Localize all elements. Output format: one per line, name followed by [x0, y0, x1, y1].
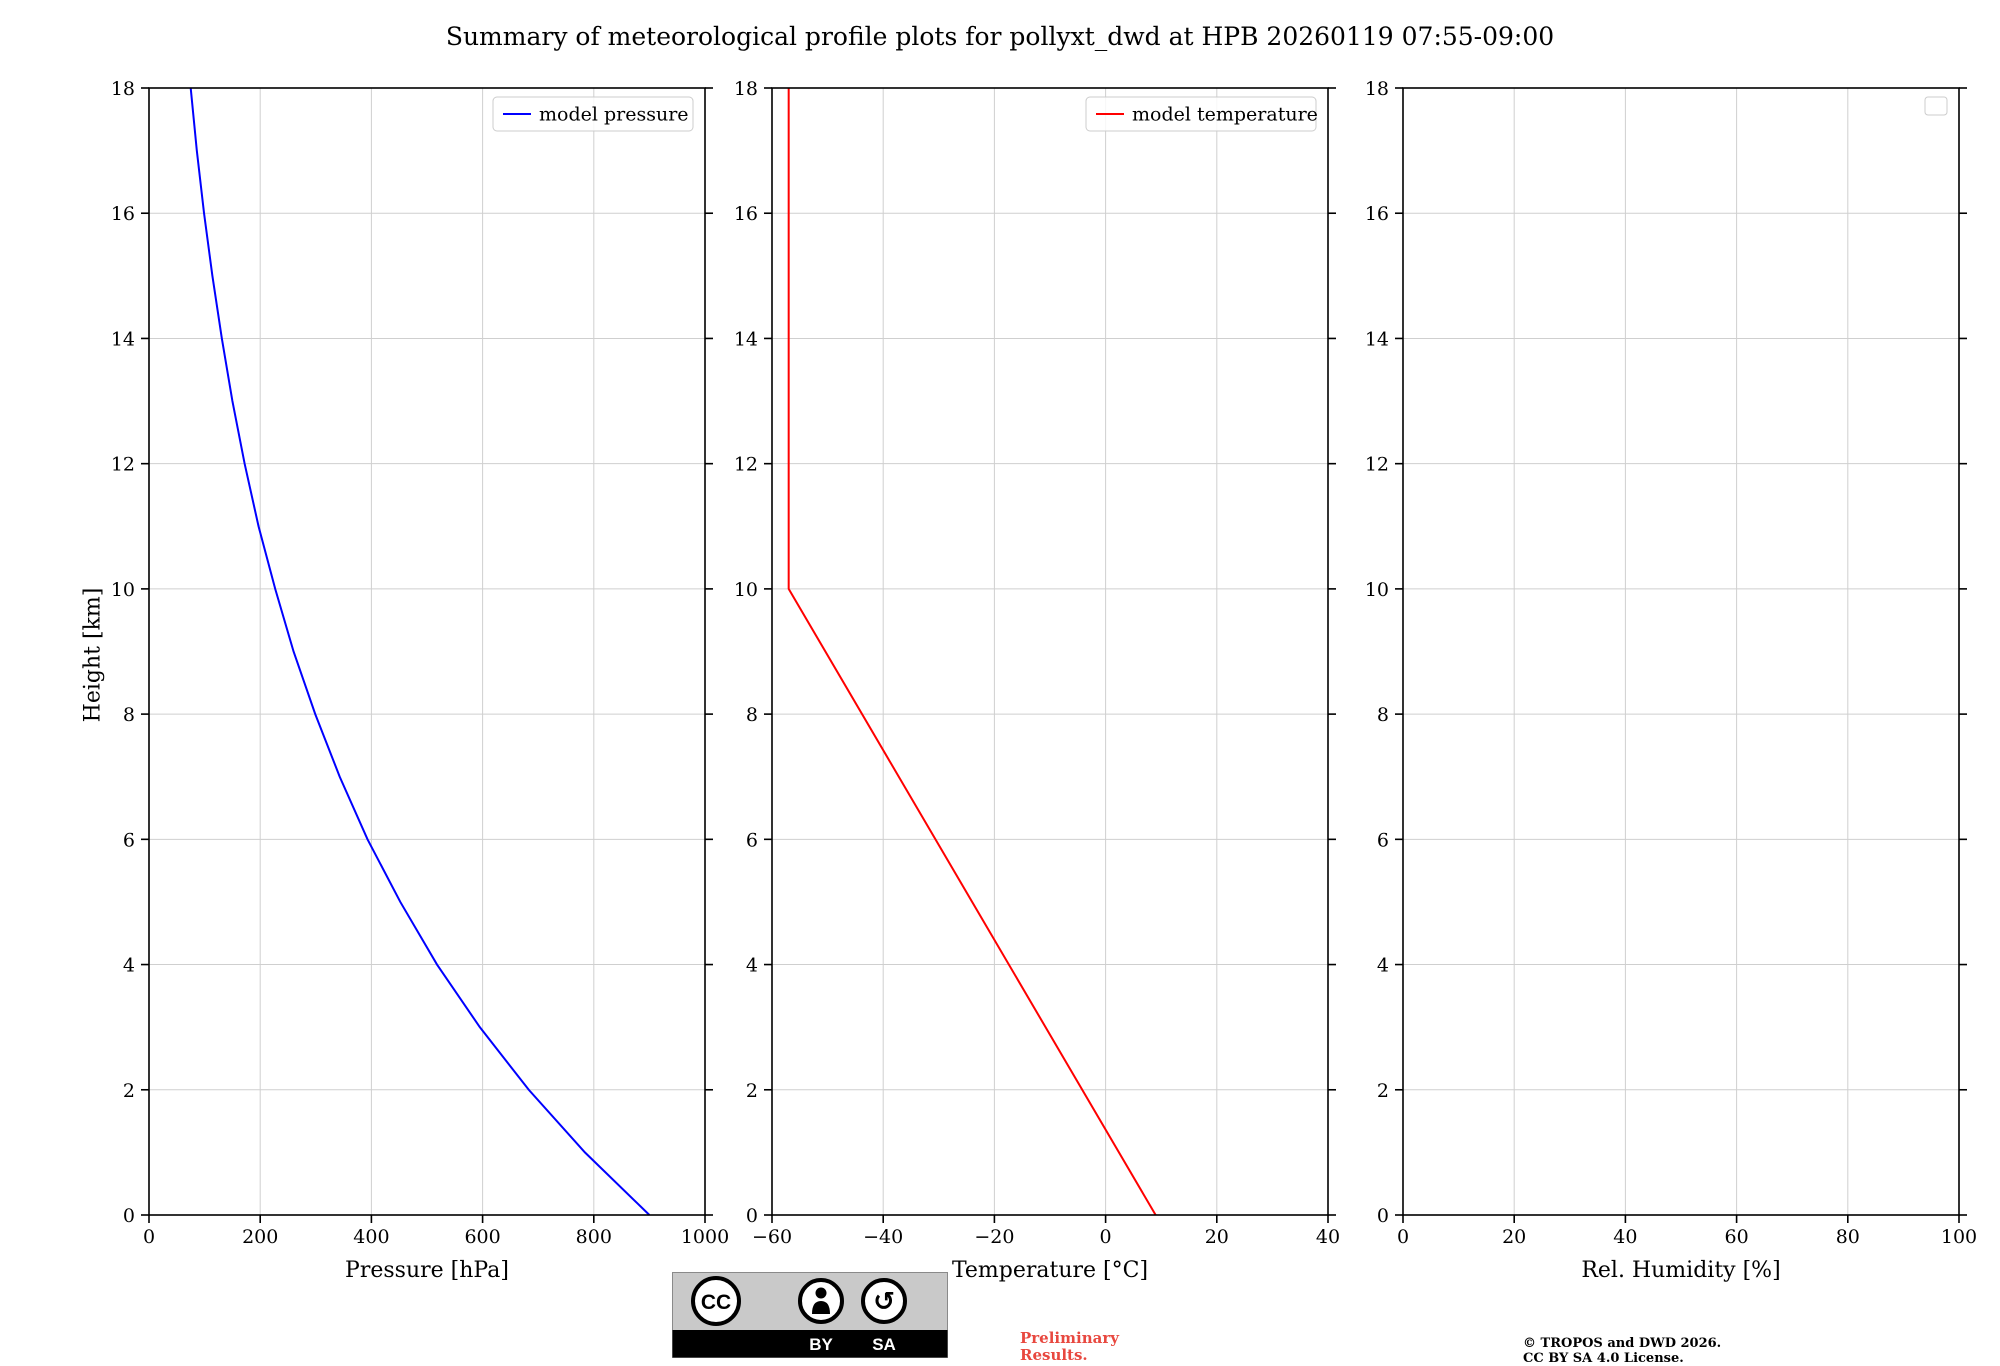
- copyright-line1: © TROPOS and DWD 2026.: [1523, 1336, 1722, 1351]
- humidity-axis-label: Rel. Humidity [%]: [1581, 1258, 1780, 1283]
- x-tick-label: 20: [1205, 1226, 1229, 1248]
- y-tick-label: 4: [746, 955, 758, 977]
- y-tick-label: 16: [111, 203, 135, 225]
- preliminary-note: Preliminary Results.: [1020, 1330, 1119, 1364]
- preliminary-line1: Preliminary: [1020, 1329, 1119, 1347]
- copyright-note: © TROPOS and DWD 2026. CC BY SA 4.0 Lice…: [1523, 1336, 1721, 1366]
- x-tick-label: 0: [1397, 1226, 1409, 1248]
- y-tick-label: 2: [123, 1080, 135, 1102]
- y-tick-label: 4: [1377, 955, 1389, 977]
- pressure-axis-label: Pressure [hPa]: [345, 1258, 509, 1283]
- y-tick-label: 10: [734, 579, 758, 601]
- y-tick-label: 0: [123, 1205, 135, 1227]
- y-tick-label: 0: [746, 1205, 758, 1227]
- page-title: Summary of meteorological profile plots …: [445, 22, 1555, 51]
- x-tick-label: −40: [863, 1226, 903, 1248]
- y-tick-label: 8: [123, 704, 135, 726]
- x-tick-label: 40: [1613, 1226, 1637, 1248]
- badge-strip: [672, 1330, 948, 1358]
- y-tick-label: 2: [1377, 1080, 1389, 1102]
- copyright-line2: CC BY SA 4.0 License.: [1523, 1351, 1684, 1366]
- y-tick-label: 12: [1365, 454, 1389, 476]
- y-tick-label: 6: [1377, 829, 1389, 851]
- temperature-axis-label: Temperature [°C]: [952, 1258, 1148, 1283]
- cc-license-badge: CC ↺ BY SA: [672, 1272, 948, 1358]
- plot-frame: [148, 87, 706, 1216]
- y-tick-label: 4: [123, 955, 135, 977]
- legend-label: model pressure: [539, 104, 689, 126]
- y-tick-label: 16: [1365, 203, 1389, 225]
- legend-empty: [1924, 96, 1948, 116]
- x-tick-label: 80: [1836, 1226, 1860, 1248]
- y-tick-label: 6: [746, 829, 758, 851]
- y-tick-label: 12: [111, 454, 135, 476]
- y-tick-label: 10: [1365, 579, 1389, 601]
- legend: [1085, 96, 1317, 132]
- x-tick-label: 1000: [681, 1226, 729, 1248]
- x-tick-label: 100: [1941, 1226, 1977, 1248]
- y-tick-label: 18: [1365, 78, 1389, 100]
- x-tick-label: 400: [353, 1226, 389, 1248]
- sa-label: SA: [872, 1335, 896, 1354]
- x-tick-label: 40: [1316, 1226, 1340, 1248]
- y-tick-label: 16: [734, 203, 758, 225]
- plot-frame: [771, 87, 1329, 1216]
- y-tick-label: 2: [746, 1080, 758, 1102]
- model-pressure-line: [189, 87, 651, 1216]
- y-tick-label: 14: [734, 328, 758, 350]
- svg-text:↺: ↺: [873, 1287, 895, 1317]
- by-label: BY: [809, 1335, 833, 1354]
- plot-frame: [1402, 87, 1960, 1216]
- x-tick-label: 800: [576, 1226, 612, 1248]
- temperature-plot: −60 −40 −20 0 20 40 0 2 4 6 8 10 12 14 16 18 Temperature…: [734, 78, 1340, 1283]
- x-tick-label: 600: [464, 1226, 500, 1248]
- x-tick-label: 0: [1100, 1226, 1112, 1248]
- svg-text:CC: CC: [701, 1291, 731, 1314]
- legend-label: model temperature: [1132, 104, 1318, 126]
- x-tick-label: 60: [1725, 1226, 1749, 1248]
- y-tick-label: 8: [746, 704, 758, 726]
- humidity-plot: 0 20 40 60 80 100 0 2 4 6 8 10 12 14 16 18 Rel. Humidity…: [1365, 78, 1977, 1283]
- x-tick-label: −60: [752, 1226, 792, 1248]
- cc-badge-graphic: CC ↺ BY SA: [672, 1272, 948, 1358]
- y-tick-label: 10: [111, 579, 135, 601]
- y-tick-label: 14: [1365, 328, 1389, 350]
- x-tick-label: 200: [242, 1226, 278, 1248]
- y-tick-label: 0: [1377, 1205, 1389, 1227]
- y-tick-label: 12: [734, 454, 758, 476]
- sa-arrow-icon: ↺: [861, 1278, 907, 1324]
- legend: [492, 96, 694, 132]
- model-temperature-line: [787, 88, 1157, 1216]
- x-tick-label: 0: [143, 1226, 155, 1248]
- x-tick-label: 20: [1502, 1226, 1526, 1248]
- y-tick-label: 14: [111, 328, 135, 350]
- y-tick-label: 8: [1377, 704, 1389, 726]
- x-tick-label: −20: [974, 1226, 1014, 1248]
- y-tick-label: 18: [734, 78, 758, 100]
- y-tick-label: 18: [111, 78, 135, 100]
- preliminary-line2: Results.: [1020, 1346, 1088, 1364]
- y-tick-label: 6: [123, 829, 135, 851]
- person-icon: [798, 1278, 844, 1324]
- cc-icon: CC: [691, 1276, 741, 1326]
- pressure-plot: 0 200 400 600 800 1000 0 2 4 6 8 10 12 14 16 18 Pressure…: [111, 78, 729, 1283]
